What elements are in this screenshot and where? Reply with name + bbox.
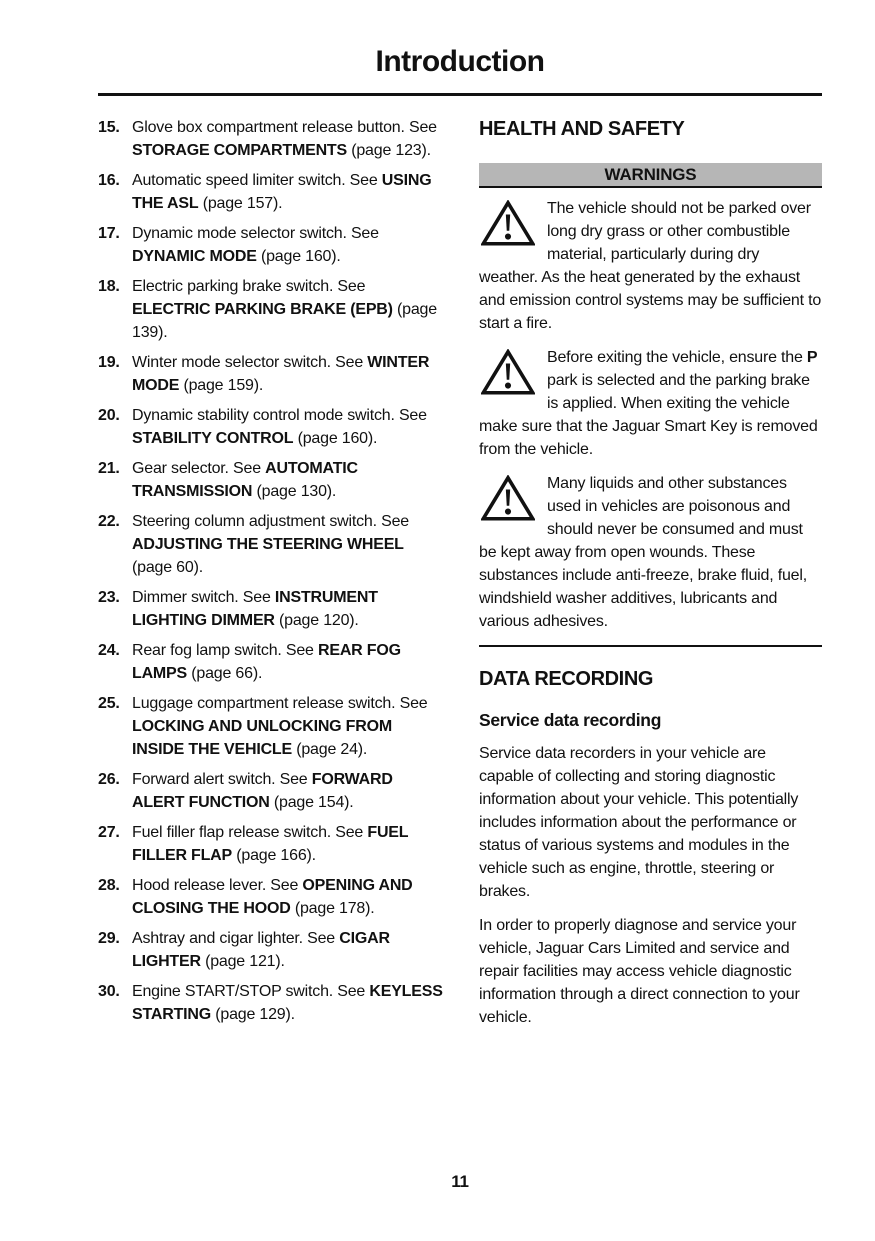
item-text: Glove box compartment release button. Se… [132,119,437,159]
item-text: Electric parking brake switch. See ELECT… [132,278,437,341]
data-recording-paragraph: In order to properly diagnose and servic… [479,917,800,1026]
item-number: 22. [98,513,120,530]
warning-text: Many liquids and other substances used i… [479,475,807,630]
list-item: 22. Steering column adjustment switch. Se… [98,510,445,579]
list-item: 30. Engine START/STOP switch. See KEYLESS… [98,980,445,1026]
list-item: 24. Rear fog lamp switch. See REAR FOG LA… [98,639,445,685]
page-title: Introduction [375,45,545,78]
warnings-header: WARNINGS [479,163,822,188]
item-number: 18. [98,278,120,295]
list-item: 15. Glove box compartment release button.… [98,116,445,162]
warning-triangle-icon [480,348,536,396]
title-divider [98,93,822,96]
list-item: 25. Luggage compartment release switch. S… [98,692,445,761]
data-recording-paragraph: Service data recorders in your vehicle a… [479,745,799,900]
item-number: 24. [98,642,120,659]
list-item: 20. Dynamic stability control mode switch… [98,404,445,450]
item-number: 17. [98,225,120,242]
warning-item: Many liquids and other substances used i… [479,472,822,633]
warning-text: Before exiting the vehicle, ensure the P… [479,349,818,458]
warning-item: Before exiting the vehicle, ensure the P… [479,346,822,461]
item-text: Winter mode selector switch. See WINTER … [132,354,430,394]
warnings-content: The vehicle should not be parked over lo… [479,188,822,645]
right-column: HEALTH AND SAFETY WARNINGS The vehicle s… [479,116,822,1033]
item-number: 26. [98,771,120,788]
item-text: Rear fog lamp switch. See REAR FOG LAMPS… [132,642,401,682]
item-text: Ashtray and cigar lighter. See CIGAR LIG… [132,930,390,970]
list-item: 28. Hood release lever. See OPENING AND C… [98,874,445,920]
item-text: Engine START/STOP switch. See KEYLESS ST… [132,983,443,1023]
item-text: Steering column adjustment switch. See A… [132,513,409,576]
item-text: Automatic speed limiter switch. See USIN… [132,172,432,212]
list-item: 19. Winter mode selector switch. See WINT… [98,351,445,397]
list-item: 27. Fuel filler flap release switch. See … [98,821,445,867]
item-text: Dynamic stability control mode switch. S… [132,407,427,447]
list-item: 18. Electric parking brake switch. See EL… [98,275,445,344]
item-text: Forward alert switch. See FORWARD ALERT … [132,771,393,811]
list-item: 26. Forward alert switch. See FORWARD ALE… [98,768,445,814]
service-data-recording-subheading: Service data recording [479,710,662,730]
item-number: 20. [98,407,120,424]
item-number: 19. [98,354,120,371]
item-text: Dimmer switch. See INSTRUMENT LIGHTING D… [132,589,378,629]
list-item: 23. Dimmer switch. See INSTRUMENT LIGHTIN… [98,586,445,632]
item-number: 28. [98,877,120,894]
item-number: 25. [98,695,120,712]
item-number: 23. [98,589,120,606]
list-item: 17. Dynamic mode selector switch. See DYN… [98,222,445,268]
warnings-box: WARNINGS The vehicle should not be parke… [479,163,822,647]
item-text: Fuel filler flap release switch. See FUE… [132,824,409,864]
warning-item: The vehicle should not be parked over lo… [479,197,822,335]
numbered-list: 15. Glove box compartment release button.… [98,116,445,1033]
item-number: 30. [98,983,120,1000]
page-number: 11 [451,1172,469,1191]
item-text: Gear selector. See AUTOMATIC TRANSMISSIO… [132,460,358,500]
two-column-layout: 15. Glove box compartment release button.… [98,116,822,1033]
item-text: Hood release lever. See OPENING AND CLOS… [132,877,413,917]
health-safety-heading: HEALTH AND SAFETY [479,118,685,140]
item-number: 29. [98,930,120,947]
warning-triangle-icon [480,199,536,247]
item-number: 16. [98,172,120,189]
warning-triangle-icon [480,474,536,522]
list-item: 21. Gear selector. See AUTOMATIC TRANSMIS… [98,457,445,503]
item-text: Dynamic mode selector switch. See DYNAMI… [132,225,379,265]
item-number: 21. [98,460,120,477]
item-text: Luggage compartment release switch. See … [132,695,428,758]
item-number: 27. [98,824,120,841]
list-item: 16. Automatic speed limiter switch. See U… [98,169,445,215]
list-item: 29. Ashtray and cigar lighter. See CIGAR … [98,927,445,973]
item-number: 15. [98,119,120,136]
warning-text: The vehicle should not be parked over lo… [479,200,822,332]
data-recording-heading: DATA RECORDING [479,668,654,690]
